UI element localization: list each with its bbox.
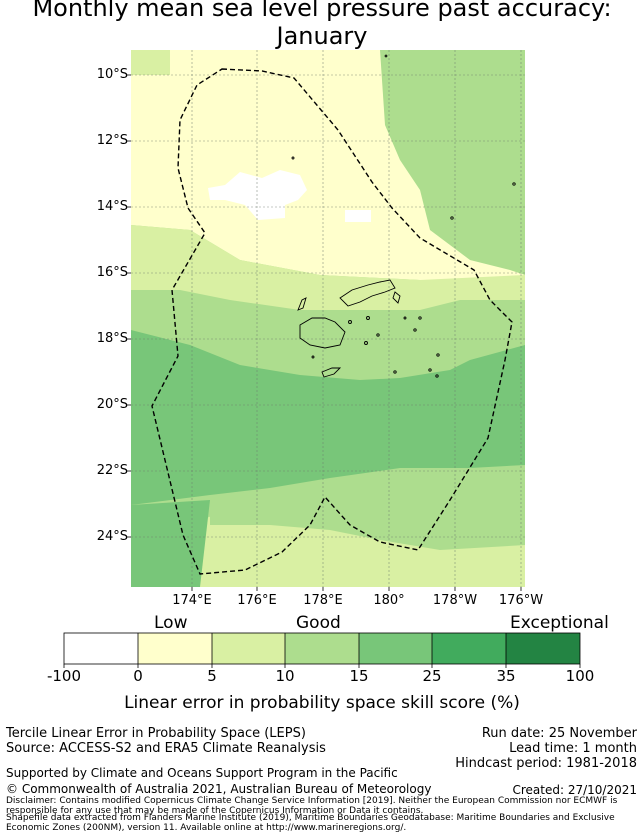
lat-label: 14°S (96, 199, 128, 214)
skill-field (131, 50, 525, 587)
eez-boundary (151, 68, 513, 575)
lat-label: 16°S (96, 265, 128, 280)
shapefile-line-2: Economic Zones (200NM), version 11. Avai… (6, 823, 407, 833)
colorbar-dividers (63, 633, 581, 668)
chart-title-line-2: January (276, 22, 368, 50)
colorbar-segment-35-100 (506, 633, 580, 664)
lead-time-text: Lead time: 1 month (509, 741, 637, 756)
axis-ticks (127, 74, 522, 591)
island-small (366, 316, 370, 320)
region-skill-below-0-small (345, 210, 371, 222)
island-small (291, 156, 295, 160)
disclaimer-line-2: responsible for any use that may be made… (6, 806, 424, 816)
lat-label: 24°S (96, 529, 128, 544)
island-kadavu (321, 367, 342, 378)
hindcast-text: Hindcast period: 1981-2018 (455, 756, 637, 771)
island-small (393, 370, 397, 374)
support-text: Supported by Climate and Oceans Support … (6, 766, 398, 780)
island-small (384, 54, 388, 58)
island-small (311, 355, 315, 359)
region-skill-15-25-west (131, 500, 210, 587)
run-date-text: Run date: 25 November (481, 726, 637, 741)
lon-label: 178°E (303, 593, 343, 608)
colorbar-segment-25-35 (432, 633, 506, 664)
island-small (376, 333, 380, 337)
island-small (512, 182, 516, 186)
legend-category-low: Low (154, 613, 188, 633)
island-small (436, 353, 440, 357)
lon-label: 176°E (237, 593, 277, 608)
island-small (450, 216, 454, 220)
region-skill-below-0 (208, 170, 307, 220)
colorbar-tick: 0 (133, 667, 143, 685)
lat-label: 18°S (96, 331, 128, 346)
disclaimer-line-1: Disclaimer: Contains modified Copernicus… (6, 796, 618, 806)
colorbar-segment-5-10 (212, 633, 285, 664)
island-small (428, 368, 432, 372)
fiji-islands (291, 54, 516, 378)
lat-label: 20°S (96, 397, 128, 412)
lat-label: 10°S (96, 67, 128, 82)
region-skill-10-15-south (210, 465, 525, 550)
lon-label: 178°W (432, 593, 478, 608)
colorbar-tick: 10 (275, 667, 295, 685)
lat-label: 12°S (96, 133, 128, 148)
map-panel (131, 50, 525, 587)
island-viti-levu (299, 317, 346, 349)
source-text: Source: ACCESS-S2 and ERA5 Climate Reana… (6, 741, 326, 756)
created-text: Created: 27/10/2021 (512, 783, 637, 797)
island-small (418, 316, 422, 320)
colorbar-tick: 100 (565, 667, 595, 685)
island-small (435, 374, 439, 378)
region-skill-15-25-central (131, 330, 525, 505)
colorbar-tick: 35 (496, 667, 516, 685)
island-vanua-levu (339, 279, 396, 307)
region-skill-5-10-middle (131, 225, 525, 310)
legend-category-exceptional: Exceptional (510, 613, 609, 633)
lat-label: 22°S (96, 463, 128, 478)
island-small (364, 341, 368, 345)
lon-label: 174°E (172, 593, 212, 608)
colorbar-segment-15-25 (359, 633, 432, 664)
colorbar-tick: 25 (422, 667, 442, 685)
island-yasawa (297, 297, 307, 311)
region-skill-5-10-northwest (131, 50, 170, 75)
region-skill-0-5-north (131, 50, 525, 280)
island-small (348, 320, 352, 324)
island-small (413, 328, 417, 332)
colorbar-tick: -100 (46, 667, 82, 685)
legend-category-good: Good (296, 613, 341, 633)
colorbar-outline (63, 632, 581, 665)
chart-title-line-1: Monthly mean sea level pressure past acc… (32, 0, 612, 22)
gridlines (131, 50, 525, 587)
colorbar-label: Linear error in probability space skill … (124, 693, 520, 713)
colorbar (63, 632, 581, 668)
colorbar-tick: 15 (349, 667, 369, 685)
lon-label: 180° (373, 593, 405, 608)
shapefile-line-1: Shapefile data extracted from Flanders M… (6, 813, 615, 823)
island-taveuni (392, 291, 401, 304)
method-text: Tercile Linear Error in Probability Spac… (6, 726, 306, 741)
copyright-text: © Commonwealth of Australia 2021, Austra… (6, 782, 432, 796)
colorbar-segment-below-0 (64, 633, 138, 664)
colorbar-segment-10-15 (285, 633, 359, 664)
colorbar-tick: 5 (207, 667, 217, 685)
colorbar-segment-0-5 (138, 633, 212, 664)
lon-label: 176°W (498, 593, 544, 608)
island-small (403, 316, 407, 320)
